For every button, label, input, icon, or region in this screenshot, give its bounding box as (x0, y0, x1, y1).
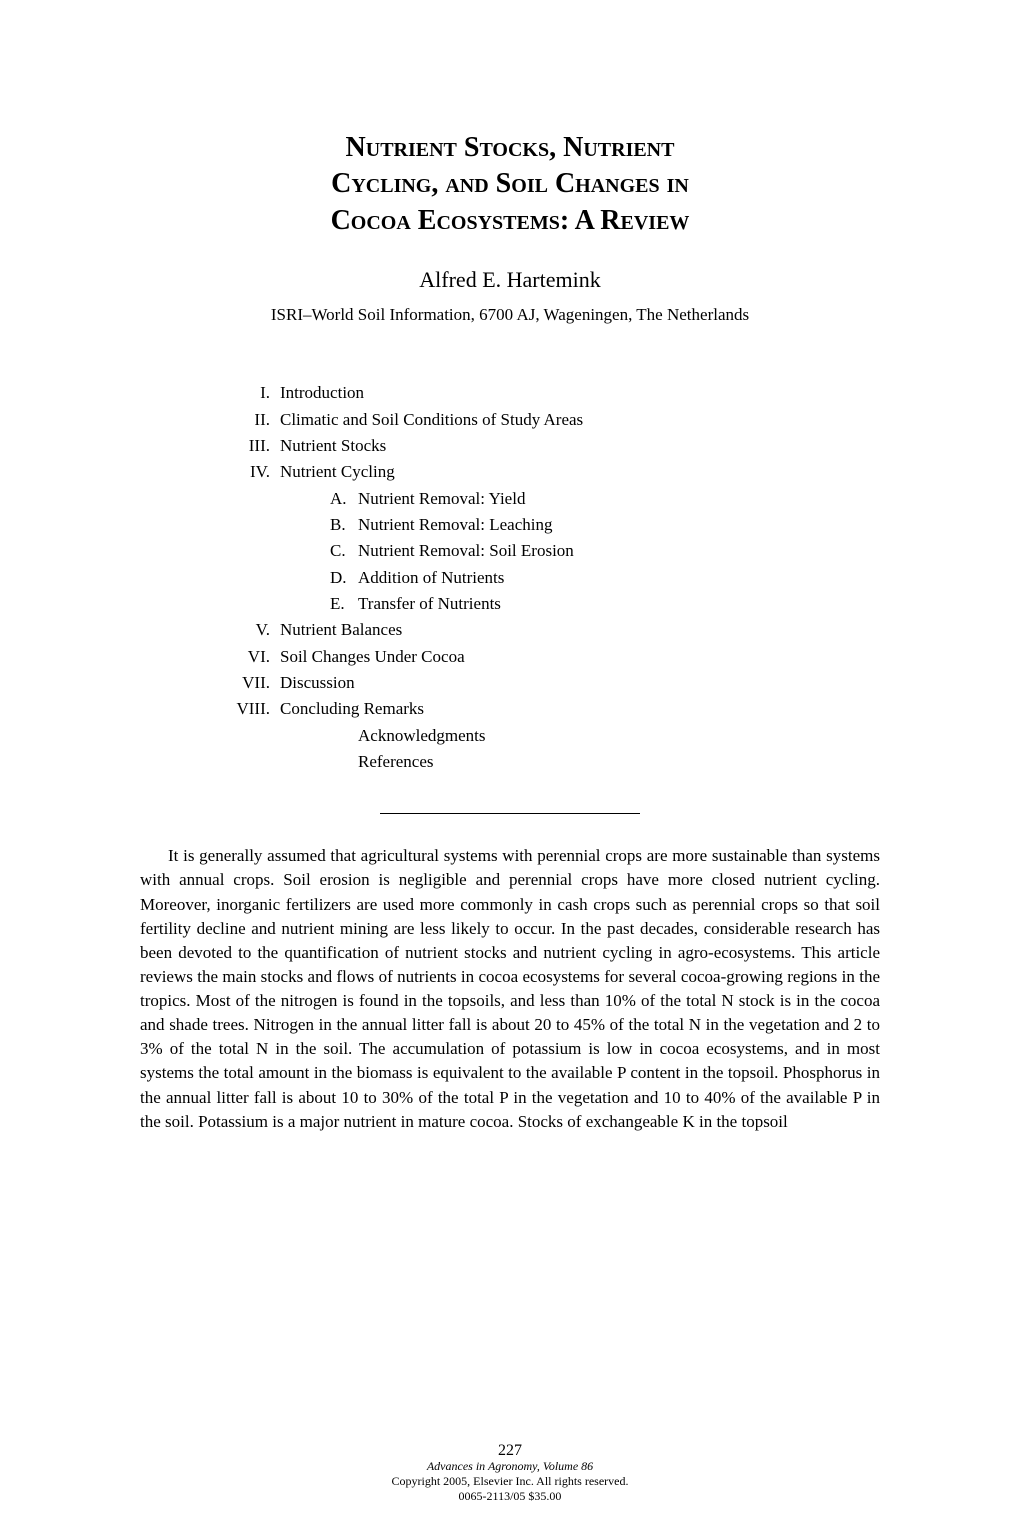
toc-item: VIII. Concluding Remarks (230, 696, 880, 722)
toc-subitem: E. Transfer of Nutrients (230, 591, 880, 617)
toc-sub-label: Transfer of Nutrients (358, 591, 501, 617)
author-name: Alfred E. Hartemink (140, 267, 880, 293)
toc-num: VII. (230, 670, 280, 696)
toc-item: IV. Nutrient Cycling (230, 459, 880, 485)
footer-issn: 0065-2113/05 $35.00 (0, 1489, 1020, 1504)
paper-title: Nutrient Stocks, Nutrient Cycling, and S… (140, 130, 880, 239)
section-divider (380, 813, 640, 814)
toc-sub-num: E. (330, 591, 358, 617)
toc-item: V. Nutrient Balances (230, 617, 880, 643)
toc-item: III. Nutrient Stocks (230, 433, 880, 459)
toc-label: Nutrient Stocks (280, 433, 880, 459)
footer-copyright: Copyright 2005, Elsevier Inc. All rights… (0, 1474, 1020, 1489)
toc-label: Introduction (280, 380, 880, 406)
toc-tail-num (330, 723, 358, 749)
title-line-2: Cycling, and Soil Changes in (140, 166, 880, 202)
page-footer: Advances in Agronomy, Volume 86 Copyrigh… (0, 1459, 1020, 1504)
toc-item: I. Introduction (230, 380, 880, 406)
page-number: 227 (0, 1442, 1020, 1460)
toc-item: VII. Discussion (230, 670, 880, 696)
toc-subitem: A. Nutrient Removal: Yield (230, 486, 880, 512)
toc-tail-num (330, 749, 358, 775)
toc-num: II. (230, 407, 280, 433)
toc-label: Soil Changes Under Cocoa (280, 644, 880, 670)
toc-sub-num: B. (330, 512, 358, 538)
toc-num: VIII. (230, 696, 280, 722)
toc-tail-label: Acknowledgments (358, 723, 485, 749)
toc-sub-label: Nutrient Removal: Leaching (358, 512, 553, 538)
toc-label: Concluding Remarks (280, 696, 880, 722)
toc-subitem: D. Addition of Nutrients (230, 565, 880, 591)
toc-tail-item: References (230, 749, 880, 775)
toc-tail-label: References (358, 749, 434, 775)
author-affiliation: ISRI–World Soil Information, 6700 AJ, Wa… (140, 305, 880, 325)
toc-label: Nutrient Balances (280, 617, 880, 643)
toc-sub-num: A. (330, 486, 358, 512)
toc-num: IV. (230, 459, 280, 485)
toc-label: Climatic and Soil Conditions of Study Ar… (280, 407, 880, 433)
toc-label: Discussion (280, 670, 880, 696)
abstract-paragraph: It is generally assumed that agricultura… (140, 844, 880, 1134)
title-line-3: Cocoa Ecosystems: A Review (140, 203, 880, 239)
toc-subitem: B. Nutrient Removal: Leaching (230, 512, 880, 538)
toc-sub-num: C. (330, 538, 358, 564)
footer-journal: Advances in Agronomy, Volume 86 (0, 1459, 1020, 1474)
toc-sub-label: Nutrient Removal: Soil Erosion (358, 538, 574, 564)
abstract-text: It is generally assumed that agricultura… (140, 844, 880, 1134)
toc-sub-label: Addition of Nutrients (358, 565, 504, 591)
toc-subitem: C. Nutrient Removal: Soil Erosion (230, 538, 880, 564)
table-of-contents: I. Introduction II. Climatic and Soil Co… (230, 380, 880, 775)
toc-num: V. (230, 617, 280, 643)
toc-sub-num: D. (330, 565, 358, 591)
title-line-1: Nutrient Stocks, Nutrient (140, 130, 880, 166)
toc-sub-label: Nutrient Removal: Yield (358, 486, 525, 512)
toc-tail-item: Acknowledgments (230, 723, 880, 749)
toc-item: II. Climatic and Soil Conditions of Stud… (230, 407, 880, 433)
toc-num: III. (230, 433, 280, 459)
toc-label: Nutrient Cycling (280, 459, 880, 485)
toc-item: VI. Soil Changes Under Cocoa (230, 644, 880, 670)
toc-num: VI. (230, 644, 280, 670)
toc-num: I. (230, 380, 280, 406)
